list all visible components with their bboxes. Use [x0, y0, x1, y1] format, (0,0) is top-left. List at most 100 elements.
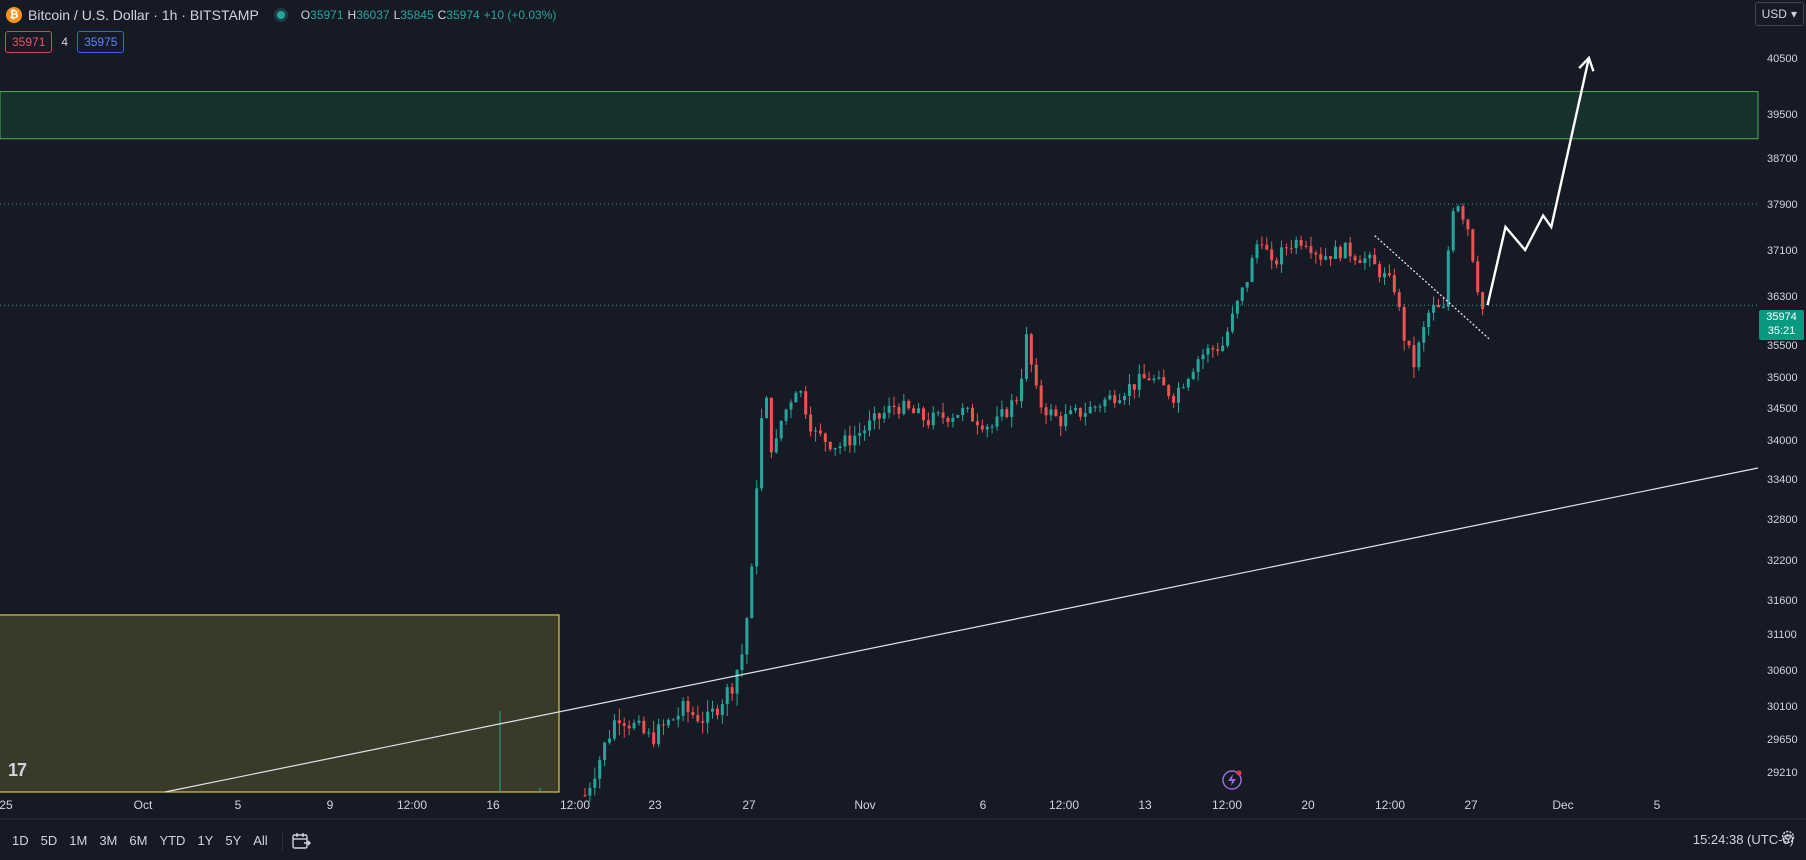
time-tick-label: 23 [648, 798, 662, 812]
candle-body [848, 435, 852, 446]
candle-body [715, 708, 719, 716]
candle-body [647, 732, 651, 734]
candle-body [946, 417, 950, 422]
candle-body [603, 742, 607, 760]
symbol-title[interactable]: Bitcoin / U.S. Dollar · 1h · BITSTAMP [28, 7, 259, 23]
candle-body [1314, 252, 1318, 255]
demand-box-rectangle[interactable] [0, 614, 560, 793]
candle-body [1476, 261, 1480, 293]
price-axis[interactable]: 40500 39500 38700 37900 37100 36300 35500 35000… [1767, 53, 1798, 779]
candle-body [828, 441, 832, 450]
candle-body [632, 722, 636, 729]
candle-body [1216, 349, 1220, 351]
candle-body [725, 687, 729, 705]
dotted-downtrend-line[interactable] [1374, 235, 1490, 340]
candle-body [612, 720, 616, 739]
candle-body [1456, 206, 1460, 212]
market-status-icon[interactable] [276, 11, 285, 19]
time-tick-label: 20 [1301, 798, 1315, 812]
time-tick-label: Oct [134, 798, 153, 812]
open-value: 35971 [310, 8, 344, 22]
price-tick-label: 30600 [1767, 665, 1798, 677]
candle-body [912, 408, 916, 414]
candle-body [1383, 273, 1387, 278]
projection-arrowhead [1578, 55, 1595, 72]
candle-body [652, 732, 656, 745]
candle-body [995, 416, 999, 427]
candle-body [1103, 399, 1107, 407]
time-tick-label: 12:00 [560, 798, 590, 812]
candle-body [696, 715, 700, 722]
candle-body [1162, 377, 1166, 386]
range-ytd-button[interactable]: YTD [159, 833, 186, 848]
candle-body [666, 719, 670, 726]
range-all-button[interactable]: All [253, 833, 268, 848]
projection-path[interactable] [1486, 57, 1591, 306]
candle-body [1422, 327, 1426, 343]
candle-body [671, 719, 675, 721]
candle-body [1245, 281, 1249, 288]
price-tick-label: 30100 [1767, 701, 1798, 713]
candle-body [1270, 249, 1274, 261]
candle-body [990, 426, 994, 428]
time-tick-label: Dec [1552, 798, 1573, 812]
candle-body [1098, 406, 1102, 408]
candle-body [720, 704, 724, 716]
sell-button[interactable]: 35971 [5, 31, 53, 53]
price-tick-label: 35500 [1767, 340, 1798, 352]
price-tick-label: 32800 [1767, 514, 1798, 526]
candle-body [1265, 244, 1269, 250]
candle-body [863, 430, 867, 434]
candle-body [823, 433, 827, 442]
range-1d-button[interactable]: 1D [12, 833, 29, 848]
candle-body [657, 724, 661, 745]
candle-body [1074, 407, 1077, 411]
time-tick-label: 16 [486, 798, 500, 812]
candle-body [1358, 260, 1362, 263]
tradingview-logo[interactable]: 17 [8, 760, 27, 780]
bottom-toolbar: 1D 5D 1M 3M 6M YTD 1Y 5Y All 15:24:38 (U… [0, 821, 1806, 860]
calendar-goto-icon[interactable] [291, 831, 311, 851]
candle-body [760, 418, 764, 489]
range-6m-button[interactable]: 6M [129, 833, 148, 848]
candle-body [1373, 254, 1377, 265]
candle-body [608, 738, 612, 743]
candle-body [1289, 247, 1293, 249]
candle-body [750, 566, 754, 619]
currency-dropdown[interactable]: USD ▾ [1754, 2, 1804, 26]
candle-body [706, 711, 710, 723]
last-price-tag: 35974 35:21 [1759, 310, 1804, 340]
range-1y-button[interactable]: 1Y [197, 833, 214, 848]
candle-body [686, 701, 690, 712]
buy-button[interactable]: 35975 [77, 31, 125, 53]
gear-icon[interactable] [1780, 829, 1796, 845]
lightning-icon[interactable] [1221, 769, 1243, 791]
range-5d-button[interactable]: 5D [40, 833, 58, 848]
bitcoin-icon: ₿ [6, 7, 22, 23]
candle-body [784, 409, 788, 421]
candle-body [892, 405, 896, 408]
candle-body [956, 414, 960, 418]
candle-body [1226, 331, 1230, 346]
price-tick-label: 40500 [1767, 53, 1798, 65]
low-value: 35845 [400, 8, 434, 22]
candle-body [1432, 305, 1436, 313]
price-tick-label: 34500 [1767, 403, 1798, 415]
time-tick-label: 12:00 [1049, 798, 1079, 812]
ascending-trendline[interactable] [164, 467, 1759, 793]
time-axis[interactable]: 25 Oct 5 9 12:00 16 12:00 23 27 Nov 6 12:00 13 12:00 2… [0, 798, 1661, 812]
chevron-down-icon: ▾ [1790, 7, 1797, 21]
range-3m-button[interactable]: 3M [99, 833, 118, 848]
range-1m-button[interactable]: 1M [69, 833, 88, 848]
candle-body [961, 407, 965, 415]
candle-body [966, 407, 970, 409]
price-tick-label: 39500 [1767, 109, 1798, 121]
time-tick-label: 25 [0, 798, 13, 812]
timezone-clock[interactable]: 15:24:38 (UTC-6) [1692, 832, 1794, 847]
candle-body [1412, 345, 1416, 368]
candle-body [872, 413, 876, 421]
range-5y-button[interactable]: 5Y [225, 833, 242, 848]
supply-zone-rectangle[interactable] [0, 91, 1759, 140]
candle-body [730, 687, 734, 694]
